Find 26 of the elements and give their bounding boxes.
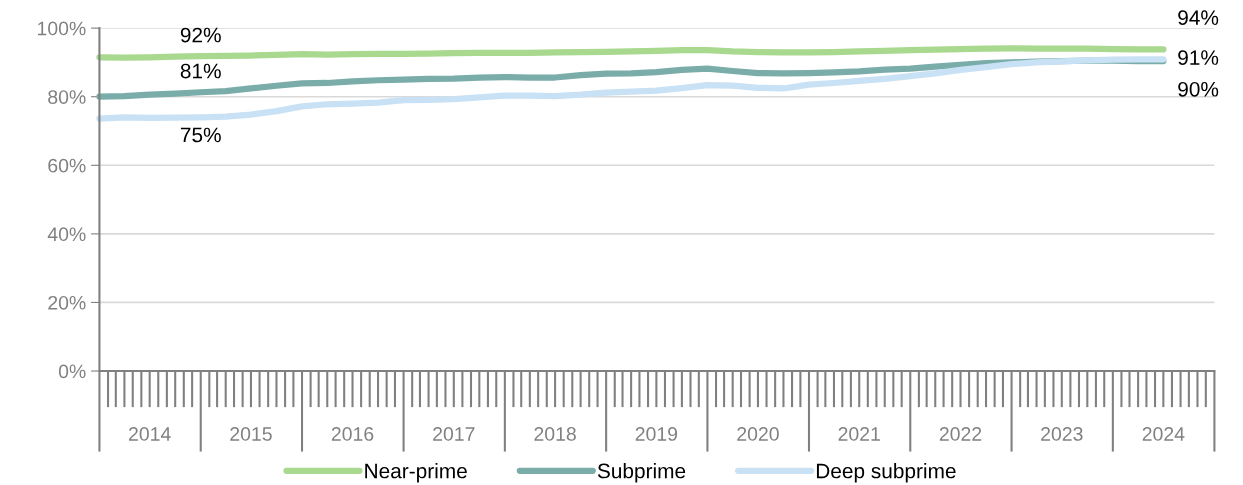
x-tick-label: 2019: [635, 427, 678, 441]
y-tick-label: 40%: [47, 227, 86, 242]
x-tick-label: 2020: [737, 427, 779, 441]
x-tick-label: 2022: [939, 427, 982, 441]
legend-label: Deep subprime: [816, 463, 956, 483]
annotation: 75%: [180, 127, 221, 143]
x-tick-label: 2017: [433, 427, 475, 441]
y-tick-label: 100%: [38, 21, 86, 36]
x-tick-label: 2024: [1142, 427, 1185, 441]
y-tick-label: 0%: [58, 364, 86, 379]
annotation: 92%: [180, 27, 221, 43]
x-tick-label: 2021: [838, 427, 880, 441]
annotation: 91%: [1178, 50, 1219, 65]
x-tick-label: 2018: [534, 427, 576, 441]
x-tick-label: 2023: [1041, 427, 1083, 441]
annotation: 81%: [180, 63, 221, 79]
legend-label: Subprime: [597, 463, 686, 483]
y-tick-label: 80%: [48, 90, 86, 104]
annotation: 90%: [1178, 81, 1219, 97]
legend-label: Near-prime: [365, 463, 467, 483]
y-tick-label: 60%: [48, 158, 86, 173]
y-tick-label: 20%: [48, 295, 86, 310]
x-tick-label: 2014: [129, 427, 171, 441]
annotation: 94%: [1178, 10, 1219, 25]
x-tick-label: 2016: [331, 427, 374, 441]
x-tick-label: 2015: [230, 427, 272, 441]
